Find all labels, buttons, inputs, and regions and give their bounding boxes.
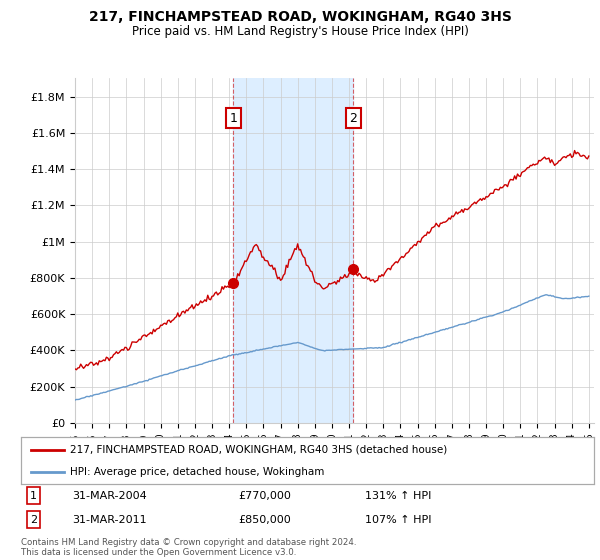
Text: 31-MAR-2004: 31-MAR-2004 bbox=[73, 491, 148, 501]
Text: 31-MAR-2011: 31-MAR-2011 bbox=[73, 515, 147, 525]
Text: 2: 2 bbox=[30, 515, 37, 525]
Text: 2: 2 bbox=[349, 112, 357, 125]
Text: 1: 1 bbox=[30, 491, 37, 501]
Text: Price paid vs. HM Land Registry's House Price Index (HPI): Price paid vs. HM Land Registry's House … bbox=[131, 25, 469, 38]
Text: 1: 1 bbox=[230, 112, 238, 125]
Text: 217, FINCHAMPSTEAD ROAD, WOKINGHAM, RG40 3HS (detached house): 217, FINCHAMPSTEAD ROAD, WOKINGHAM, RG40… bbox=[70, 445, 447, 455]
Text: 107% ↑ HPI: 107% ↑ HPI bbox=[365, 515, 431, 525]
Text: £770,000: £770,000 bbox=[239, 491, 292, 501]
Bar bbox=[233, 78, 353, 423]
Text: Contains HM Land Registry data © Crown copyright and database right 2024.
This d: Contains HM Land Registry data © Crown c… bbox=[21, 538, 356, 557]
Text: 217, FINCHAMPSTEAD ROAD, WOKINGHAM, RG40 3HS: 217, FINCHAMPSTEAD ROAD, WOKINGHAM, RG40… bbox=[89, 10, 511, 24]
Text: 131% ↑ HPI: 131% ↑ HPI bbox=[365, 491, 431, 501]
Text: £850,000: £850,000 bbox=[239, 515, 292, 525]
Text: HPI: Average price, detached house, Wokingham: HPI: Average price, detached house, Woki… bbox=[70, 466, 324, 477]
